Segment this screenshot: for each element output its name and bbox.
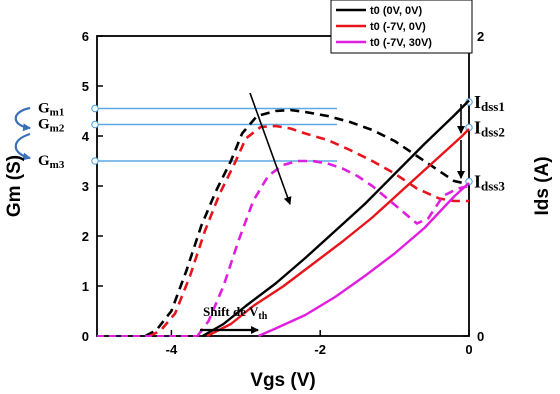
- x-tick-label: 0: [465, 342, 472, 357]
- gm-series-line: [148, 124, 469, 338]
- ids-series-line: [202, 99, 470, 338]
- gm-series-line: [196, 159, 470, 337]
- legend-label: t0 (-7V, 30V): [370, 37, 432, 49]
- ids-label-sub: dss2: [481, 125, 505, 140]
- x-tick-label: -2: [314, 342, 326, 357]
- ids-label-sub: dss3: [481, 179, 505, 194]
- legend: t0 (0V, 0V) t0 (-7V, 0V) t0 (-7V, 30V): [330, 0, 473, 54]
- ids-series-line: [257, 182, 470, 338]
- gm-label-sub: m1: [50, 107, 65, 119]
- y-left-tick-label: 1: [82, 279, 89, 294]
- gm-series-line: [144, 108, 466, 338]
- vth-shift-label: Shift de Vth: [203, 304, 268, 322]
- ids-label-sub: dss1: [481, 99, 505, 114]
- gm-decrease-arrow: [249, 92, 292, 205]
- gm-label: Gm2: [38, 117, 65, 135]
- vth-shift-label-main: Shift de V: [203, 304, 259, 319]
- legend-label: t0 (-7V, 0V): [370, 21, 426, 33]
- x-axis-title: Vgs (V): [250, 370, 315, 391]
- y-left-tick-label: 5: [82, 79, 89, 94]
- gm-trend-arrow: [14, 106, 31, 132]
- y-left-tick-label: 3: [82, 179, 89, 194]
- ids-label-main: I: [474, 118, 481, 138]
- y-left-tick-label: 0: [82, 329, 89, 344]
- gm-reference-marker: [91, 104, 99, 113]
- gm-label: Gm1: [38, 101, 64, 119]
- gm-reference-marker: [91, 120, 99, 129]
- gm-label-main: G: [38, 101, 50, 117]
- gm-label-sub: m2: [50, 123, 65, 135]
- ids-label: Idss1: [474, 92, 505, 114]
- y-left-tick-label: 2: [82, 229, 89, 244]
- y-left-tick-label: 6: [82, 29, 89, 44]
- y-left-tick-label: 4: [82, 129, 90, 144]
- y-right-tick-label: 2: [477, 29, 484, 44]
- gm-label: Gm3: [38, 153, 65, 171]
- y-axis-title-left: Gm (S): [4, 155, 25, 217]
- ids-label: Idss3: [474, 172, 505, 194]
- y-right-tick-label: 0: [477, 329, 484, 344]
- ids-label-main: I: [474, 92, 481, 112]
- gm-trend-arrow: [14, 132, 31, 161]
- gm-label-sub: m3: [50, 159, 65, 171]
- ids-label: Idss2: [474, 118, 505, 140]
- ids-series-line: [206, 128, 470, 338]
- gm-label-main: G: [38, 117, 50, 133]
- gm-reference-marker: [91, 157, 99, 165]
- series-lines: [97, 99, 470, 338]
- ids-label-main: I: [474, 172, 481, 192]
- gm-label-main: G: [38, 153, 50, 169]
- x-tick-label: -4: [166, 342, 178, 357]
- vth-shift-label-sub: th: [258, 311, 267, 322]
- y-axis-title-right: Ids (A): [532, 156, 553, 215]
- legend-label: t0 (0V, 0V): [370, 5, 423, 17]
